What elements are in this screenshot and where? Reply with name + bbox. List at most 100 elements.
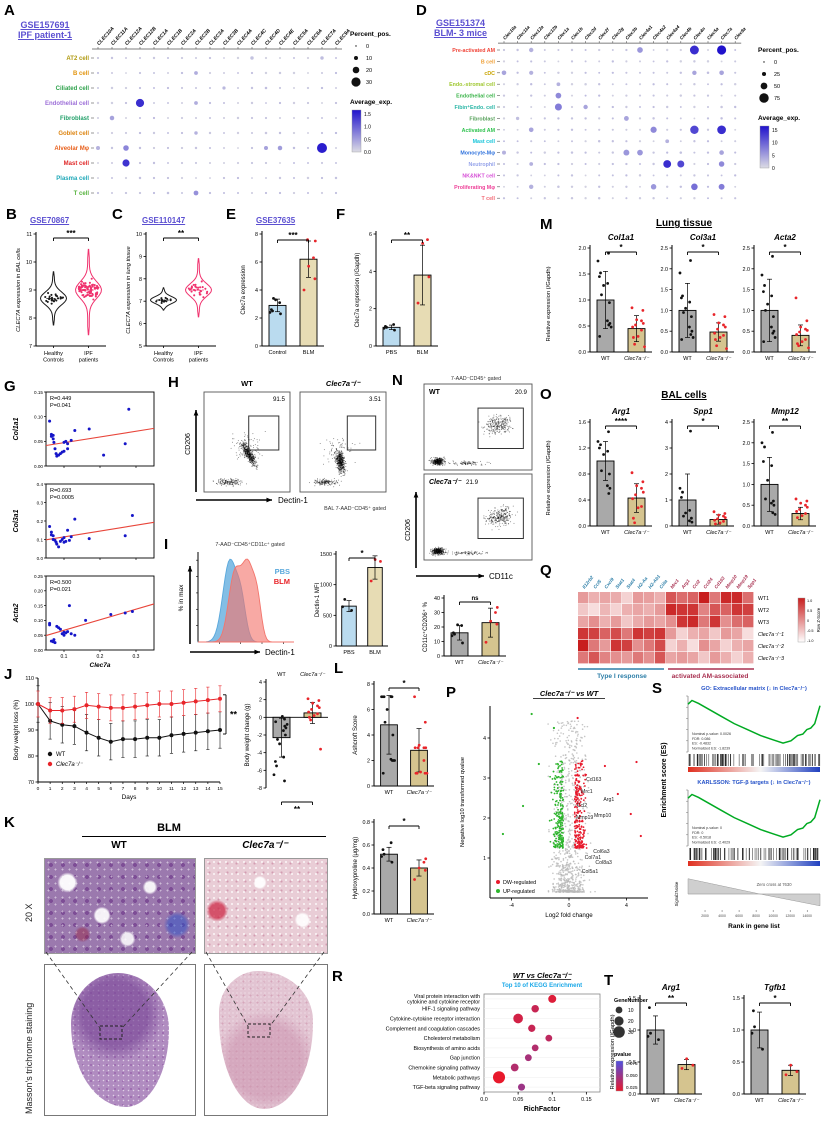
svg-text:1500: 1500 — [320, 552, 332, 558]
svg-text:Spp1: Spp1 — [746, 577, 757, 589]
panel-p-chart: Clec7a⁻/⁻ vs WT 1 2 3 4 -4 0 4 Negative log10 tr… — [460, 689, 648, 919]
svg-text:7: 7 — [122, 786, 125, 792]
svg-text:Clec7a⁻/⁻: Clec7a⁻/⁻ — [624, 356, 650, 362]
svg-text:0.5: 0.5 — [807, 609, 812, 613]
svg-text:2.5: 2.5 — [743, 246, 751, 252]
svg-text:WT3: WT3 — [758, 620, 769, 626]
svg-text:13: 13 — [193, 786, 199, 792]
svg-text:CD11c: CD11c — [489, 572, 513, 581]
svg-text:-4: -4 — [257, 751, 262, 757]
svg-text:0: 0 — [367, 784, 370, 790]
svg-text:% in max: % in max — [178, 584, 185, 611]
svg-text:T cell: T cell — [74, 191, 90, 197]
svg-text:0: 0 — [665, 524, 668, 530]
svg-text:2: 2 — [369, 307, 372, 313]
svg-text:50: 50 — [774, 84, 780, 90]
svg-text:40: 40 — [434, 596, 440, 602]
svg-text:Days: Days — [122, 794, 138, 801]
svg-text:Acta2: Acta2 — [773, 233, 796, 242]
svg-text:0: 0 — [329, 644, 332, 650]
svg-text:1.0: 1.0 — [807, 599, 812, 603]
svg-text:Ciita: Ciita — [658, 578, 668, 589]
svg-text:CD206: CD206 — [185, 433, 192, 455]
blm-header: BLM — [157, 822, 181, 834]
svg-text:12: 12 — [181, 786, 187, 792]
svg-text:8: 8 — [139, 277, 142, 283]
svg-text:500: 500 — [323, 613, 332, 619]
svg-text:0: 0 — [37, 786, 40, 792]
svg-text:0: 0 — [366, 44, 369, 50]
panel-label-a: A — [4, 2, 15, 19]
svg-text:Acta2: Acta2 — [13, 603, 20, 623]
svg-text:Arg1: Arg1 — [611, 407, 631, 416]
dataset-link-c[interactable]: GSE110147 — [142, 216, 186, 225]
svg-text:-1.0: -1.0 — [807, 639, 814, 643]
svg-text:0.3: 0.3 — [37, 500, 44, 505]
svg-text:4: 4 — [625, 903, 628, 909]
svg-text:Clec7a⁻/⁻: Clec7a⁻/⁻ — [300, 672, 326, 678]
svg-text:7-AAD⁻CD45⁺CD11c⁺ gated: 7-AAD⁻CD45⁺CD11c⁺ gated — [215, 542, 284, 548]
dataset-link-d[interactable]: GSE151374 BLM- 3 mice — [434, 18, 487, 38]
svg-text:91.5: 91.5 — [273, 396, 286, 403]
svg-text:Control: Control — [268, 350, 286, 356]
svg-text:9: 9 — [29, 288, 32, 294]
svg-text:WT: WT — [385, 918, 394, 924]
svg-text:11: 11 — [26, 232, 32, 238]
lobe-box-wt — [44, 964, 196, 1116]
svg-text:Neutrophil: Neutrophil — [469, 162, 496, 168]
svg-text:BLM: BLM — [274, 577, 290, 586]
svg-text:0.05: 0.05 — [34, 633, 43, 638]
svg-text:1.0: 1.0 — [364, 125, 371, 131]
svg-text:Cxcl9: Cxcl9 — [603, 577, 615, 590]
svg-text:B cell: B cell — [481, 59, 496, 65]
svg-text:0.4: 0.4 — [37, 482, 44, 487]
svg-text:10: 10 — [136, 232, 142, 238]
svg-text:0.2: 0.2 — [363, 889, 371, 895]
panel-g-chart: 0.000.050.100.15R=0.449P=0.041Col1a10.00… — [13, 390, 155, 669]
svg-text:0.0: 0.0 — [579, 524, 587, 530]
panel-label-h: H — [168, 374, 179, 391]
svg-text:0.10: 0.10 — [34, 414, 43, 419]
dataset-link-e[interactable]: GSE37635 — [256, 216, 296, 225]
panel-t: T Relative expression (/Gapdh) 0.0 0.5 1.0 1… — [604, 972, 828, 1122]
panel-a: A GSE157691 IPF patient-1 CLEC10A CLEC11A C… — [4, 2, 416, 204]
svg-text:Clec7a⁻/⁻ vs WT: Clec7a⁻/⁻ vs WT — [540, 689, 600, 698]
svg-text:Clec7a⁻/⁻: Clec7a⁻/⁻ — [624, 530, 650, 536]
panel-c-chart: 5 6 7 8 9 10 CLEC7A expression in lung tissue H… — [126, 229, 216, 364]
panel-label-m: M — [540, 216, 553, 233]
svg-text:0: 0 — [437, 654, 440, 660]
svg-text:2: 2 — [367, 759, 370, 765]
svg-text:Clec7a expression: Clec7a expression — [241, 265, 247, 314]
svg-text:*: * — [402, 817, 406, 826]
svg-text:6: 6 — [139, 322, 142, 328]
svg-text:**: ** — [230, 709, 238, 719]
svg-text:BLM: BLM — [303, 350, 315, 356]
svg-text:1000: 1000 — [320, 583, 332, 589]
dataset-link-a[interactable]: GSE157691 IPF patient-1 — [18, 20, 72, 40]
svg-text:Clec7a⁻/⁻: Clec7a⁻/⁻ — [407, 790, 433, 796]
svg-text:Plasma cell: Plasma cell — [56, 176, 89, 182]
svg-text:1: 1 — [665, 498, 668, 504]
svg-text:WT2: WT2 — [758, 608, 769, 614]
svg-text:CLEC7A expression in lung tiss: CLEC7A expression in lung tissue — [126, 246, 132, 334]
svg-text:Clec7a⁻/⁻: Clec7a⁻/⁻ — [429, 479, 462, 486]
svg-text:R=0.500: R=0.500 — [50, 580, 71, 586]
svg-text:Col1a1: Col1a1 — [608, 233, 635, 242]
panel-h: H WT Clec7a⁻/⁻ 91.5 3.51 CD206 Dectin-1 BAL 7-… — [168, 374, 394, 534]
panel-label-k: K — [4, 814, 15, 831]
svg-text:B cell: B cell — [73, 71, 89, 77]
svg-text:Clec7a⁻/⁻: Clec7a⁻/⁻ — [706, 530, 732, 536]
svg-text:AT2 cell: AT2 cell — [66, 56, 89, 62]
svg-text:30: 30 — [434, 611, 440, 617]
svg-text:Body weight loss (%): Body weight loss (%) — [13, 700, 20, 761]
lung-section-ko — [219, 971, 313, 1109]
svg-text:0.5: 0.5 — [743, 329, 751, 335]
panel-n-chart: 7-AAD⁻CD45⁺ gated WT 20.9 Clec7a⁻/⁻ 21.9 CD20… — [405, 376, 533, 666]
svg-text:Ciliated cell: Ciliated cell — [56, 86, 90, 92]
svg-text:0.5: 0.5 — [743, 503, 751, 509]
svg-text:0.8: 0.8 — [579, 472, 587, 478]
svg-text:10: 10 — [26, 260, 32, 266]
dataset-link-b[interactable]: GSE70867 — [30, 216, 70, 225]
